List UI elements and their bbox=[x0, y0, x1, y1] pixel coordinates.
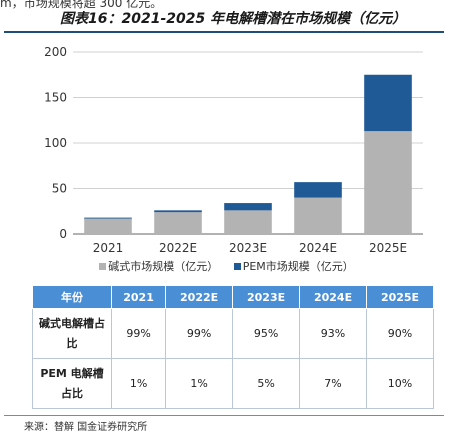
table-cell: 5% bbox=[232, 358, 301, 409]
table-row: PEM 电解槽占比 1% 1% 5% 7% 10% bbox=[32, 358, 434, 409]
bar-segment-alkaline bbox=[224, 210, 272, 234]
legend-swatch-alkaline bbox=[99, 263, 107, 270]
bar-segment-pem bbox=[154, 210, 202, 213]
table-cell: 10% bbox=[366, 358, 434, 409]
stacked-bar-chart: 0 50 100 150 200 2021 2022E 2023E 2024E 2025E bbox=[44, 45, 423, 255]
table-cell: 99% bbox=[110, 308, 167, 359]
table-row: 碱式电解槽占比 99% 99% 95% 93% 90% bbox=[32, 308, 434, 359]
table-header-cell: 2025E bbox=[366, 285, 434, 309]
source-note: 来源：替解 国金证券研究所 bbox=[24, 422, 148, 433]
table-cell: 7% bbox=[299, 358, 368, 409]
table-header-cell: 年份 bbox=[32, 285, 112, 309]
table-header-cell: 2024E bbox=[299, 285, 368, 309]
x-tick-label: 2024E bbox=[299, 241, 337, 255]
y-tick-label: 50 bbox=[52, 182, 67, 196]
share-table: 年份 2021 2022E 2023E 2024E 2025E 碱式电解槽占比 … bbox=[32, 285, 434, 409]
row-label-pem: PEM 电解槽占比 bbox=[32, 358, 112, 409]
chart-legend: 碱式市场规模（亿元） PEM市场规模（亿元） bbox=[0, 258, 453, 274]
legend-label-alkaline: 碱式市场规模（亿元） bbox=[108, 260, 219, 273]
legend-item-alkaline: 碱式市场规模（亿元） bbox=[99, 260, 218, 273]
title-divider bbox=[4, 31, 444, 33]
legend-swatch-pem bbox=[233, 263, 241, 270]
bar-segment-pem bbox=[84, 217, 132, 219]
y-tick-label: 100 bbox=[44, 136, 67, 150]
y-tick-label: 200 bbox=[44, 45, 67, 59]
table-cell: 1% bbox=[165, 358, 234, 409]
table-header-row: 年份 2021 2022E 2023E 2024E 2025E bbox=[32, 285, 434, 309]
table-header-cell: 2022E bbox=[165, 285, 234, 309]
x-tick-label: 2025E bbox=[369, 241, 407, 255]
bar-segment-pem bbox=[364, 74, 412, 132]
bar-segment-pem bbox=[224, 203, 272, 211]
x-tick-label: 2022E bbox=[159, 241, 197, 255]
x-tick-label: 2021 bbox=[93, 241, 124, 255]
y-tick-label: 150 bbox=[44, 91, 67, 105]
legend-label-pem: PEM市场规模（亿元） bbox=[242, 260, 354, 273]
figure-title: 图表16：2021-2025 年电解槽潜在市场规模（亿元） bbox=[60, 11, 407, 27]
table-cell: 95% bbox=[232, 308, 301, 359]
table-header-cell: 2023E bbox=[232, 285, 301, 309]
footer-divider bbox=[4, 415, 444, 416]
legend-item-pem: PEM市场规模（亿元） bbox=[233, 260, 354, 273]
y-tick-label: 0 bbox=[59, 227, 67, 241]
table-cell: 99% bbox=[165, 308, 234, 359]
table-header-cell: 2021 bbox=[110, 285, 167, 309]
bar-segment-pem bbox=[294, 182, 342, 198]
x-tick-label: 2023E bbox=[229, 241, 267, 255]
bar-segment-alkaline bbox=[364, 131, 412, 234]
row-label-alkaline: 碱式电解槽占比 bbox=[32, 308, 112, 359]
table-cell: 90% bbox=[366, 308, 434, 359]
bar-segment-alkaline bbox=[154, 212, 202, 234]
bar-segment-alkaline bbox=[294, 197, 342, 234]
table-cell: 1% bbox=[110, 358, 167, 409]
context-text: m，市场规模将超 300 亿元。 bbox=[0, 0, 163, 10]
bar-segment-alkaline bbox=[84, 218, 132, 234]
table-cell: 93% bbox=[299, 308, 368, 359]
